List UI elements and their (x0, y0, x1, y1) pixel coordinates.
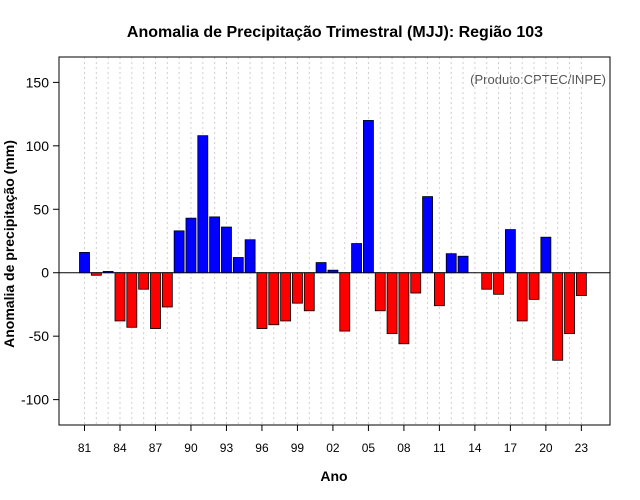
bar-1994 (232, 257, 244, 274)
bar-1998 (280, 272, 292, 322)
x-tick-label: 14 (468, 441, 482, 455)
x-tick-label: 96 (255, 441, 269, 455)
y-tick-label: 50 (33, 201, 49, 217)
bar-2011 (433, 272, 445, 307)
bar-1983 (102, 271, 114, 274)
bar-2006 (374, 272, 386, 312)
plot-frame (58, 56, 611, 426)
bar-1991 (197, 135, 209, 274)
bar-1990 (185, 217, 197, 274)
bar-1987 (150, 272, 161, 329)
product-annotation: (Produto:CPTEC/INPE) (470, 72, 606, 87)
bar-2002 (327, 269, 339, 274)
bar-2001 (315, 262, 327, 274)
bar-1986 (138, 272, 150, 290)
bar-1989 (173, 230, 185, 274)
x-tick-label: 90 (184, 441, 198, 455)
y-tick-label: 100 (26, 138, 50, 154)
bar-2004 (351, 243, 362, 274)
bar-1981 (79, 252, 90, 274)
bar-2018 (516, 272, 528, 322)
x-axis-label: Ano (320, 468, 347, 484)
bar-2003 (339, 272, 351, 332)
x-tick-label: 84 (113, 441, 127, 455)
bar-1995 (244, 239, 256, 274)
bar-1999 (292, 272, 303, 304)
bar-2015 (481, 272, 493, 290)
bar-1985 (126, 272, 138, 328)
bar-2023 (575, 272, 587, 296)
bar-1993 (221, 226, 232, 274)
bar-2020 (540, 236, 552, 274)
x-tick-label: 93 (220, 441, 234, 455)
y-tick-label: 150 (26, 74, 50, 90)
x-tick-label: 17 (504, 441, 518, 455)
x-tick-label: 81 (78, 441, 92, 455)
bar-2022 (564, 272, 575, 335)
bar-2012 (445, 253, 457, 274)
chart-title: Anomalia de Precipitação Trimestral (MJJ… (127, 24, 543, 41)
bars (79, 120, 587, 361)
x-axis-ticks: 81 84 87 90 93 96 99 02 05 08 11 14 17 20 23 (78, 425, 589, 455)
bar-2010 (422, 196, 433, 274)
bar-2009 (410, 272, 422, 294)
bar-1982 (90, 272, 102, 276)
bar-2008 (398, 272, 410, 345)
x-tick-label: 99 (291, 441, 305, 455)
x-tick-label: 87 (149, 441, 163, 455)
bar-1984 (114, 272, 126, 322)
bar-2019 (528, 272, 540, 300)
bar-2021 (552, 272, 564, 361)
x-tick-label: 08 (397, 441, 411, 455)
bar-1997 (268, 272, 280, 326)
y-tick-label: -100 (21, 392, 49, 408)
y-tick-label: 0 (41, 265, 49, 281)
bar-1988 (161, 272, 173, 308)
x-tick-label: 23 (575, 441, 589, 455)
bar-2007 (386, 272, 398, 335)
y-tick-label: -50 (29, 328, 49, 344)
bar-1992 (209, 216, 221, 274)
x-tick-label: 05 (362, 441, 376, 455)
y-axis-ticks: -100 -50 0 50 100 150 (21, 74, 59, 408)
bar-1996 (256, 272, 268, 329)
x-tick-label: 02 (326, 441, 340, 455)
bar-2005 (363, 120, 374, 274)
grid-lines (84, 57, 582, 425)
bar-2016 (493, 272, 504, 295)
bar-2013 (457, 255, 469, 274)
bar-2017 (504, 229, 516, 274)
bar-2000 (303, 272, 315, 312)
x-tick-label: 11 (433, 441, 446, 455)
y-axis-label: Anomalia de precipitação (mm) (1, 140, 17, 348)
x-tick-label: 20 (539, 441, 553, 455)
